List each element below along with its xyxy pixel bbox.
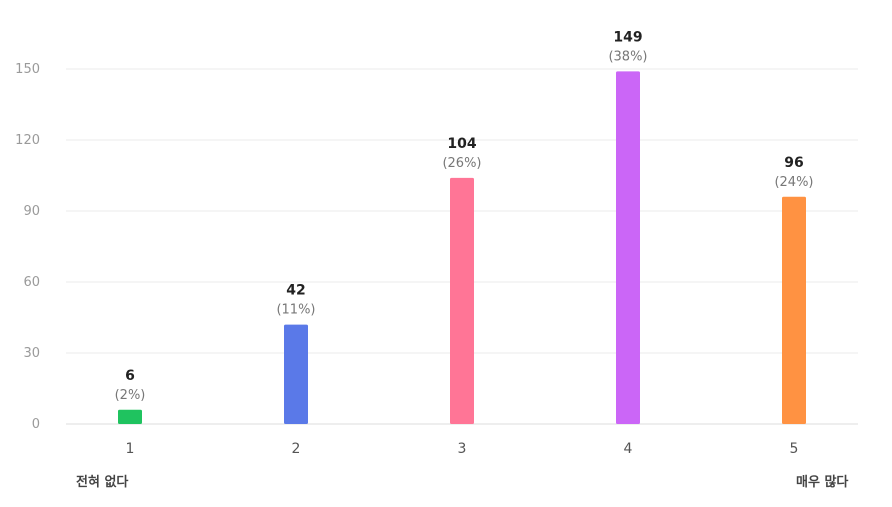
x-tick-label: 4 [624, 441, 633, 457]
data-label-percent: (11%) [276, 303, 315, 318]
bar [450, 177, 474, 424]
x-tick-label: 3 [458, 441, 467, 457]
y-tick-label: 30 [23, 346, 40, 361]
x-tick-label: 5 [790, 441, 799, 457]
data-label-value: 104 [447, 136, 476, 152]
bar [284, 324, 308, 424]
data-label-percent: (2%) [115, 388, 146, 403]
y-tick-label: 120 [15, 133, 40, 148]
scale-min-label: 전혀 없다 [76, 475, 129, 490]
bar [616, 71, 640, 424]
bar [118, 409, 142, 424]
data-label-percent: (24%) [774, 175, 813, 190]
data-label-value: 42 [286, 283, 305, 299]
data-label-value: 96 [784, 155, 803, 171]
y-tick-label: 90 [23, 204, 40, 219]
x-tick-label: 1 [126, 441, 135, 457]
y-tick-label: 150 [15, 62, 40, 77]
data-label-percent: (38%) [608, 49, 647, 64]
scale-max-label: 매우 많다 [796, 475, 849, 490]
y-tick-label: 0 [32, 417, 40, 432]
x-tick-label: 2 [292, 441, 301, 457]
data-label-value: 149 [613, 29, 642, 45]
bar [782, 196, 806, 424]
y-tick-label: 60 [23, 275, 40, 290]
data-label-percent: (26%) [442, 156, 481, 171]
data-label-value: 6 [125, 368, 135, 384]
